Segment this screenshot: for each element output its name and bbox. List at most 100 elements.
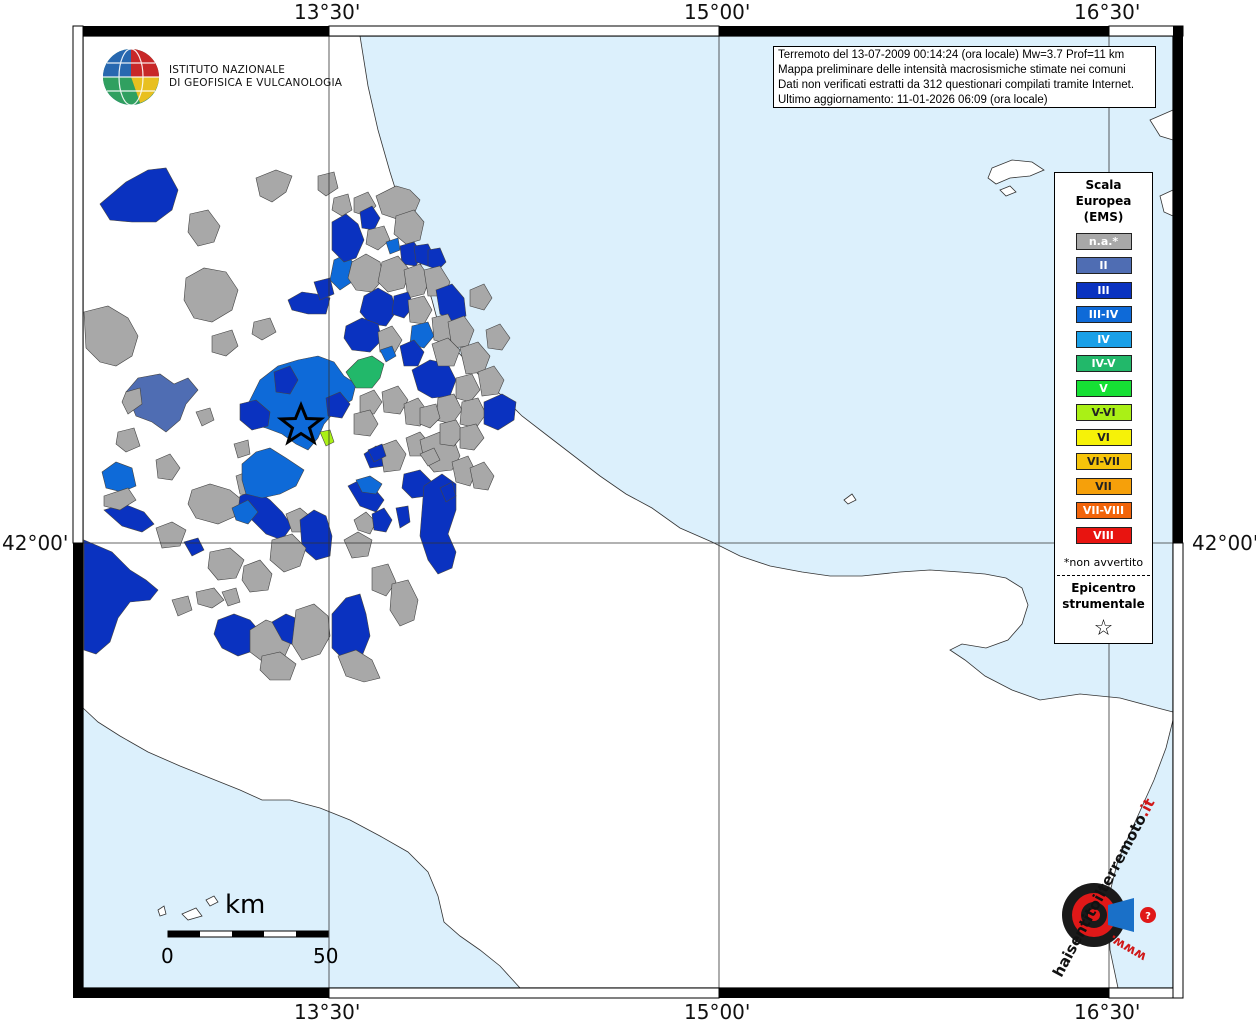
ems-legend: Scala Europea (EMS) n.a.* II III III-IV IV IV…: [1054, 172, 1153, 644]
municipality: [331, 213, 365, 263]
island: [157, 905, 167, 917]
municipality: [427, 247, 447, 271]
ingv-logo-icon: [103, 48, 159, 106]
legend-epicenter-label: Epicentro strumentale: [1055, 580, 1152, 612]
municipality: [99, 167, 179, 223]
coord-top-2: 15°00': [684, 0, 751, 24]
legend-swatch: V-VI: [1075, 404, 1132, 421]
legend-items: n.a.* II III III-IV IV IV-V V V-VI VI VI-VII VII VI…: [1055, 232, 1152, 544]
municipality: [353, 511, 377, 535]
municipality: [399, 339, 425, 367]
municipality: [319, 429, 335, 447]
municipality: [389, 579, 419, 627]
municipality: [367, 443, 387, 463]
municipality: [469, 461, 495, 491]
municipality: [343, 317, 383, 353]
municipality: [377, 325, 403, 355]
municipality: [483, 393, 517, 431]
municipality: [353, 409, 379, 437]
municipality: [83, 539, 159, 655]
legend-swatch: VII-VIII: [1075, 502, 1132, 519]
municipality: [103, 487, 137, 511]
legend-divider: [1057, 574, 1150, 576]
municipality: [221, 587, 241, 607]
island: [181, 907, 203, 921]
legend-swatch: VI-VII: [1075, 453, 1132, 470]
municipality: [251, 317, 277, 341]
municipality: [365, 225, 391, 251]
legend-swatch: III-IV: [1075, 306, 1132, 323]
municipality: [291, 603, 331, 661]
municipality: [377, 255, 411, 293]
legend-swatch: V: [1075, 379, 1132, 397]
scale-max: 50: [313, 944, 339, 968]
municipality: [241, 559, 273, 593]
municipality: [269, 533, 307, 573]
coord-bottom-2: 15°00': [684, 1000, 751, 1024]
municipality: [419, 403, 441, 429]
municipality: [239, 399, 271, 431]
municipality: [231, 499, 259, 525]
municipality: [331, 193, 353, 217]
legend-swatch: IV: [1075, 330, 1132, 348]
municipality: [155, 453, 181, 481]
legend-title-line1: Scala: [1085, 178, 1122, 192]
municipality: [459, 341, 491, 375]
municipality: [395, 505, 411, 529]
municipalities: [83, 167, 517, 683]
municipality: [187, 209, 221, 247]
municipality: [345, 355, 385, 389]
scale-min: 0: [161, 944, 174, 968]
legend-title-line2: Europea: [1075, 194, 1132, 208]
municipality: [183, 537, 205, 557]
municipality: [195, 407, 215, 427]
municipality: [325, 391, 351, 419]
legend-swatch: n.a.*: [1075, 232, 1132, 250]
municipality: [211, 329, 239, 357]
municipality: [343, 531, 373, 559]
info-line-3: Dati non verificati estratti da 312 ques…: [778, 79, 1135, 91]
municipality: [379, 439, 407, 473]
municipality: [393, 209, 425, 245]
municipality: [347, 253, 385, 293]
island: [987, 159, 1045, 185]
municipality: [317, 171, 339, 197]
municipality: [409, 321, 435, 349]
municipality: [411, 359, 457, 399]
info-line-1: Terremoto del 13-07-2009 00:14:24 (ora l…: [778, 49, 1125, 61]
coord-top-1: 13°30': [294, 0, 361, 24]
municipality: [459, 423, 485, 451]
svg-text:?: ?: [1145, 911, 1151, 922]
municipality: [359, 389, 383, 415]
ingv-name-line1: ISTITUTO NAZIONALE: [169, 64, 286, 76]
municipality: [233, 439, 251, 459]
municipality: [171, 595, 193, 617]
coord-bottom-3: 16°30': [1074, 1000, 1141, 1024]
legend-epicenter-line1: Epicentro: [1071, 580, 1136, 595]
coord-bottom-1: 13°30': [294, 1000, 361, 1024]
legend-swatch: VI: [1075, 428, 1132, 446]
legend-swatch: II: [1075, 257, 1132, 274]
municipality: [435, 283, 467, 323]
island: [843, 493, 857, 505]
municipality: [115, 427, 141, 453]
frame-bars: [72, 25, 1184, 999]
municipality: [337, 649, 381, 683]
municipality: [379, 345, 397, 363]
haisentito-logo-icon: ?: [1062, 883, 1156, 947]
municipality: [419, 447, 441, 467]
municipality: [355, 475, 383, 495]
municipality: [241, 447, 305, 499]
info-line-4: Ultimo aggiornamento: 11-01-2026 06:09 (…: [778, 94, 1048, 106]
epicenter-star: [276, 401, 326, 446]
municipality: [459, 397, 487, 429]
legend-note: *non avvertito: [1063, 555, 1144, 569]
legend-swatch: VIII: [1075, 526, 1132, 544]
municipality: [439, 481, 457, 503]
municipality: [101, 461, 137, 493]
scale-unit: km: [225, 890, 266, 920]
legend-title-line3: (EMS): [1083, 210, 1124, 224]
municipality: [207, 547, 245, 581]
